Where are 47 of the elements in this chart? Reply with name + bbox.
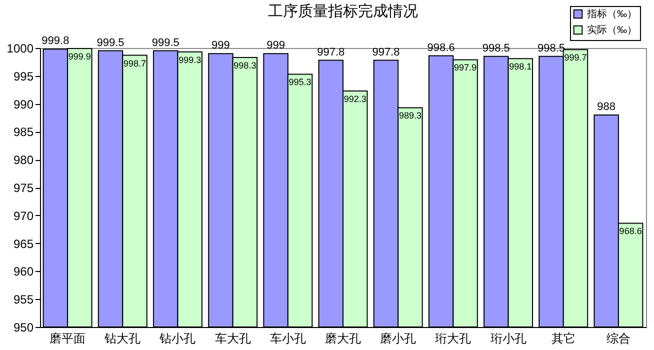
x-tick-label: 磨小孔 bbox=[380, 332, 416, 346]
data-label: 999.8 bbox=[42, 35, 70, 48]
data-label: 998.5 bbox=[537, 42, 566, 54]
data-label: 988 bbox=[597, 100, 616, 113]
data-label: 992.3 bbox=[344, 94, 366, 104]
data-label: 999.5 bbox=[96, 36, 124, 49]
data-label: 998.3 bbox=[234, 60, 256, 70]
y-tick-label: 990 bbox=[13, 97, 34, 112]
data-label: 997.8 bbox=[372, 46, 400, 58]
data-label: 968.6 bbox=[619, 226, 642, 236]
data-label: 999.7 bbox=[564, 52, 587, 63]
x-tick-label: 珩大孔 bbox=[435, 332, 472, 346]
y-tick-label: 965 bbox=[13, 236, 34, 251]
data-label: 997.9 bbox=[454, 62, 477, 73]
legend-label: 实际（‰） bbox=[587, 24, 637, 36]
y-tick-label: 950 bbox=[13, 320, 34, 334]
chart-title: 工序质量指标完成情况 bbox=[268, 3, 418, 20]
y-tick-label: 995 bbox=[13, 69, 34, 84]
data-label: 999 bbox=[212, 40, 230, 52]
data-label: 999.5 bbox=[152, 36, 180, 49]
data-label: 995.3 bbox=[288, 77, 312, 88]
x-tick-label: 珩小孔 bbox=[490, 332, 526, 346]
y-tick-label: 970 bbox=[13, 208, 34, 223]
data-label: 997.8 bbox=[317, 46, 345, 58]
x-tick-label: 车大孔 bbox=[214, 332, 251, 346]
x-tick-label: 综合 bbox=[606, 332, 630, 346]
data-label: 998.7 bbox=[123, 58, 146, 68]
x-tick-label: 其它 bbox=[551, 332, 576, 346]
x-tick-label: 磨大孔 bbox=[325, 332, 361, 346]
data-label: 998.1 bbox=[509, 62, 532, 72]
y-tick-label: 985 bbox=[13, 125, 34, 140]
data-label: 998.5 bbox=[482, 42, 510, 54]
x-tick-label: 车小孔 bbox=[270, 332, 306, 346]
y-tick-label: 960 bbox=[13, 264, 34, 279]
data-label: 999 bbox=[266, 40, 285, 52]
y-tick-label: 955 bbox=[13, 292, 34, 307]
x-tick-label: 钻大孔 bbox=[104, 332, 141, 346]
x-tick-label: 钻小孔 bbox=[158, 332, 196, 346]
x-tick-label: 磨平面 bbox=[50, 332, 86, 346]
y-tick-label: 975 bbox=[13, 181, 34, 195]
data-label: 989.3 bbox=[398, 110, 422, 121]
data-label: 998.6 bbox=[427, 42, 455, 54]
y-tick-label: 980 bbox=[13, 153, 34, 168]
data-label: 999.9 bbox=[68, 52, 91, 62]
data-label: 999.3 bbox=[178, 54, 202, 65]
legend-label: 指标（‰） bbox=[586, 8, 637, 20]
y-tick-label: 1000 bbox=[6, 42, 34, 56]
